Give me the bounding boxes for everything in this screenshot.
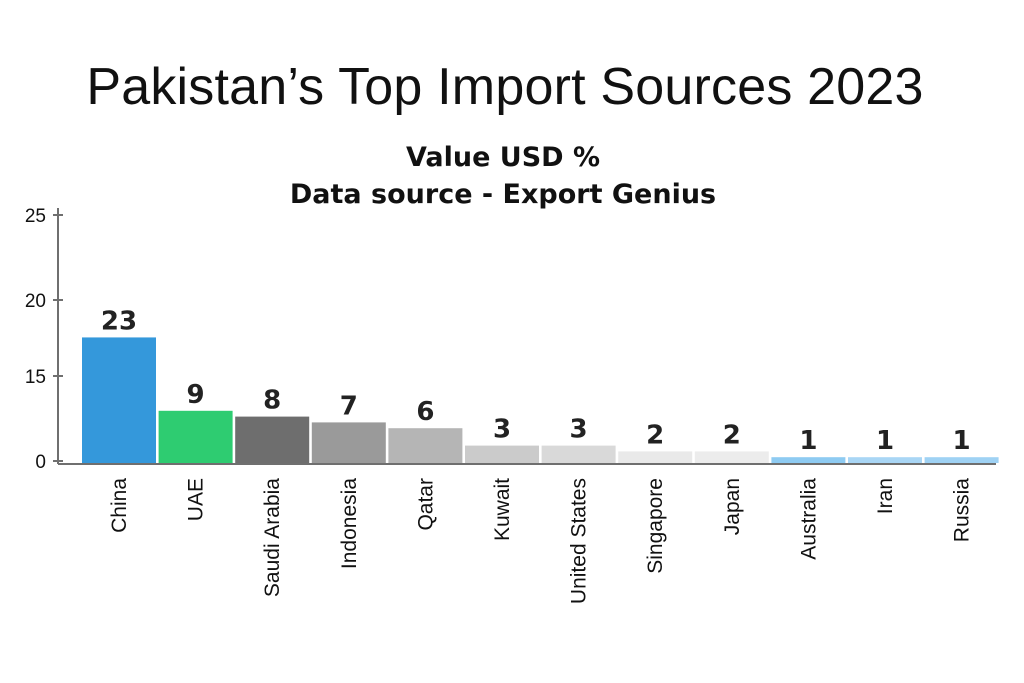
y-tick-label: 15 [25, 367, 46, 388]
category-label: Qatar [414, 478, 437, 531]
data-label: 8 [263, 386, 281, 416]
axes-layer [53, 208, 996, 465]
bar-japan [694, 451, 769, 463]
category-label: Iran [874, 478, 897, 514]
data-label: 2 [723, 420, 741, 450]
y-tick-label: 0 [35, 452, 46, 473]
bar-united-states [541, 445, 616, 463]
data-label: 1 [876, 426, 894, 456]
data-label: 9 [187, 380, 205, 410]
category-label: Japan [721, 478, 744, 535]
category-label: United States [568, 478, 591, 604]
bar-saudi-arabia [235, 416, 310, 463]
category-label: Kuwait [491, 478, 514, 541]
data-label: 1 [799, 426, 817, 456]
bar-iran [848, 457, 922, 463]
bar-kuwait [465, 445, 539, 463]
bars-layer [82, 337, 999, 463]
data-label: 1 [953, 426, 971, 456]
chart-subtitle-source: Data source - Export Genius [289, 179, 717, 210]
category-label: Singapore [644, 478, 667, 574]
bar-indonesia [311, 422, 386, 463]
bar-singapore [618, 451, 693, 463]
data-label: 2 [646, 420, 664, 450]
data-label: 6 [416, 397, 434, 427]
category-label: Indonesia [338, 478, 361, 569]
data-label: 3 [570, 415, 588, 445]
bar-australia [771, 457, 846, 463]
bar-russia [924, 457, 999, 463]
category-label: Australia [797, 478, 820, 560]
data-label: 7 [340, 391, 358, 421]
chart-subtitle-value: Value USD % [405, 142, 601, 173]
y-tick-label: 25 [25, 206, 46, 227]
bar-qatar [388, 428, 463, 463]
category-label: China [108, 478, 131, 533]
y-tick-label: 20 [25, 291, 46, 312]
category-label: Russia [951, 478, 974, 543]
data-label: 3 [493, 415, 511, 445]
chart-title: Pakistan’s Top Import Sources 2023 [86, 58, 924, 116]
bar-uae [158, 410, 233, 463]
category-label: UAE [185, 478, 208, 521]
data-label: 23 [101, 306, 137, 336]
bar-china [82, 337, 156, 463]
category-label: Saudi Arabia [261, 478, 284, 597]
